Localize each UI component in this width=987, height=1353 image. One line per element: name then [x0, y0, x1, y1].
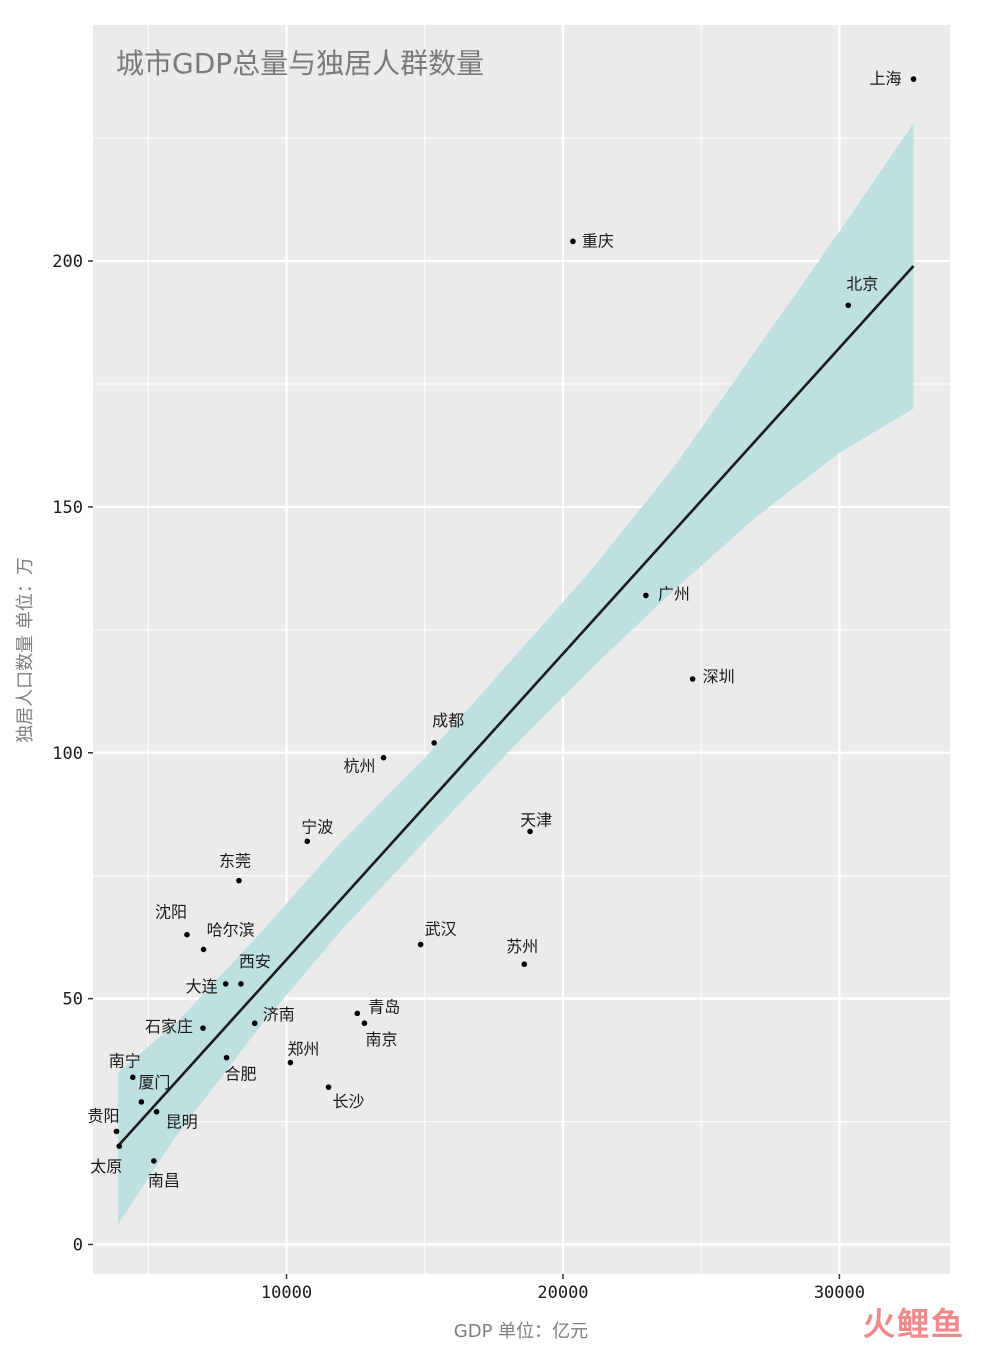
point-label: 南京	[365, 1030, 397, 1049]
point-label: 济南	[263, 1005, 295, 1024]
point-label: 广州	[658, 584, 690, 603]
point-label: 西安	[239, 952, 271, 971]
data-point	[570, 238, 576, 245]
point-label: 北京	[846, 274, 878, 293]
data-point	[521, 961, 528, 968]
data-point	[184, 931, 190, 938]
point-label: 贵阳	[87, 1106, 119, 1125]
data-point	[304, 838, 311, 845]
point-label: 青岛	[368, 997, 400, 1016]
data-point	[113, 1128, 120, 1135]
data-point	[153, 1108, 160, 1115]
y-axis-ticks: 0 50 100 150 200	[52, 252, 93, 1255]
point-label: 成都	[432, 711, 464, 730]
y-axis-title: 独居人口数量 单位：万	[15, 557, 36, 743]
data-point	[287, 1059, 294, 1066]
data-points	[113, 76, 917, 1164]
point-label: 宁波	[301, 817, 333, 836]
x-axis-ticks: 10000 20000 30000	[261, 1274, 865, 1303]
point-label: 昆明	[166, 1113, 198, 1132]
point-label: 厦门	[138, 1073, 170, 1092]
data-point	[325, 1084, 332, 1090]
data-point	[222, 981, 229, 987]
data-point	[361, 1020, 368, 1027]
y-tick-label: 150	[52, 498, 83, 518]
point-label: 太原	[90, 1157, 122, 1176]
point-label: 长沙	[333, 1092, 365, 1111]
data-point	[354, 1010, 361, 1017]
point-label: 郑州	[287, 1040, 319, 1059]
data-point	[643, 592, 649, 599]
x-axis-title: GDP 单位：亿元	[454, 1321, 588, 1342]
data-point	[910, 76, 917, 82]
confidence-band	[117, 123, 914, 1225]
data-point	[223, 1054, 230, 1061]
data-point	[689, 676, 696, 682]
point-label: 南宁	[109, 1051, 141, 1070]
point-label: 合肥	[225, 1065, 257, 1084]
y-tick-label: 100	[52, 744, 83, 764]
point-label: 大连	[186, 977, 218, 996]
point-label: 上海	[869, 69, 901, 88]
data-point	[116, 1143, 123, 1149]
data-point	[238, 981, 244, 987]
point-label: 石家庄	[145, 1017, 193, 1036]
x-tick-label: 10000	[261, 1283, 312, 1303]
data-point	[200, 946, 207, 953]
data-point	[138, 1099, 145, 1105]
point-label: 天津	[520, 810, 552, 829]
point-label: 哈尔滨	[207, 920, 255, 939]
point-label: 苏州	[506, 937, 538, 956]
data-point	[130, 1074, 136, 1081]
y-tick-label: 200	[52, 252, 83, 272]
point-label: 沈阳	[155, 903, 187, 922]
regression-line	[116, 265, 915, 1148]
point-label: 深圳	[703, 667, 735, 686]
point-label: 东莞	[219, 852, 251, 871]
chart-title: 城市GDP总量与独居人群数量	[116, 47, 484, 80]
data-point	[417, 941, 424, 948]
point-label: 南昌	[148, 1171, 180, 1190]
data-point	[151, 1158, 157, 1164]
x-tick-label: 20000	[537, 1283, 588, 1303]
data-point	[251, 1020, 258, 1027]
data-point	[236, 877, 242, 884]
point-label: 重庆	[582, 231, 614, 250]
watermark-logo: 火鲤鱼	[862, 1305, 965, 1343]
y-tick-label: 0	[73, 1235, 83, 1255]
point-label: 武汉	[425, 920, 457, 939]
data-point	[431, 740, 437, 746]
data-point	[845, 302, 852, 309]
data-point	[527, 828, 533, 835]
data-point	[200, 1025, 206, 1031]
y-tick-label: 50	[63, 990, 83, 1010]
point-label: 杭州	[344, 757, 376, 776]
x-tick-label: 30000	[814, 1283, 865, 1303]
data-point	[380, 754, 387, 761]
